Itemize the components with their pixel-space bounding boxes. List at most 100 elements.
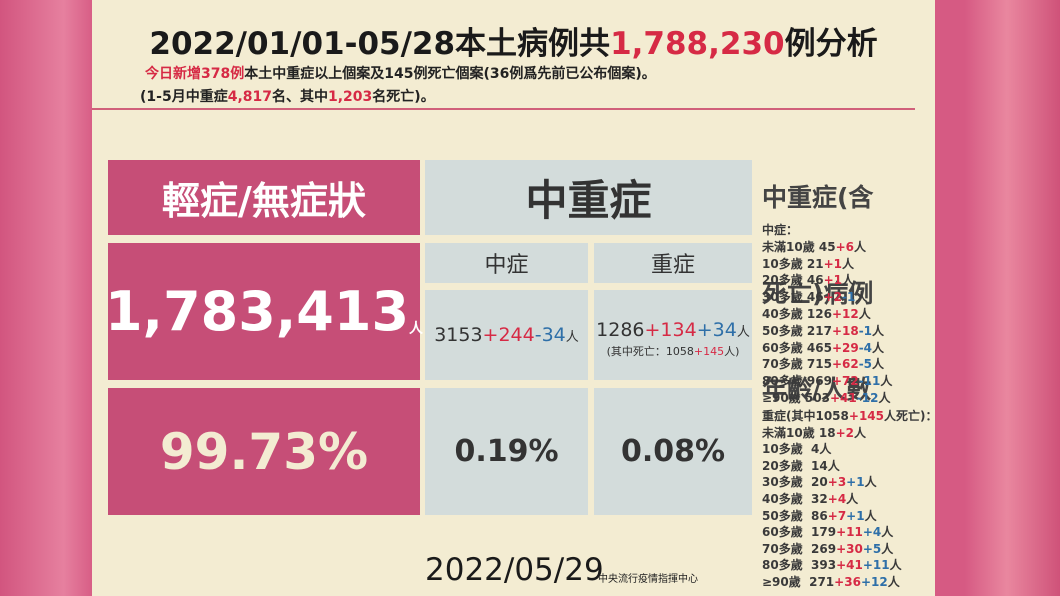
list-row: 70多歲 269+30+5人 — [762, 541, 938, 558]
list-row: 20多歲 14人 — [762, 458, 938, 475]
text-segment: 人 — [841, 256, 854, 271]
text-segment: -12 — [856, 390, 879, 405]
text-segment: -1 — [858, 323, 873, 338]
text-segment: +30 — [836, 541, 863, 556]
text-segment: +145 — [848, 409, 884, 423]
list-row: ≥90歲 503+41-12人 — [762, 390, 892, 407]
text-segment: +29 — [831, 340, 859, 355]
side-heading-line: 死亡)病例 — [762, 279, 874, 308]
text-segment: +34 — [696, 319, 737, 341]
footer-date: 2022/05/29 — [425, 552, 604, 588]
text-segment: 60多歲 465 — [762, 340, 832, 355]
subtitle-line: (1-5月中重症4,817名、其中1,203名死亡)。 — [140, 86, 435, 106]
critical-count-cell: 1286+134+34人 (其中死亡：1058+145人) — [594, 290, 752, 380]
text-segment: +12 — [831, 306, 859, 321]
text-segment: 80多歲 969 — [762, 374, 832, 389]
list-row: 80多歲 969+72-11人 — [762, 373, 892, 390]
list-row: 30多歲 20+3+1人 — [762, 474, 938, 491]
moderate-list: 中症： 未滿10歲 45+6人 10多歲 21+1人 20多歲 46+1人 30多歲 4… — [762, 222, 892, 407]
text-segment: +72 — [831, 374, 859, 389]
text-segment: 40多歲 32 — [762, 491, 828, 506]
list-row: 10多歲 4人 — [762, 441, 938, 458]
text-segment: 人 — [864, 508, 877, 523]
list-row: 10多歲 21+1人 — [762, 256, 892, 273]
text-segment: +36 — [834, 574, 861, 589]
mild-count: 1,783,413 — [104, 280, 410, 343]
text-segment: 中症： — [762, 223, 799, 237]
list-row: 50多歲 86+7+1人 — [762, 508, 938, 525]
critical-note: (其中死亡：1058+145人) — [607, 343, 740, 359]
critical-pct: 0.08% — [594, 388, 752, 515]
text-segment: 10多歲 21 — [762, 256, 824, 271]
text-segment: +6 — [835, 239, 854, 254]
text-segment: 70多歲 269 — [762, 541, 837, 556]
text-segment: +3 — [827, 475, 847, 490]
text-segment: +62 — [831, 357, 859, 372]
text-segment: 2022/01/01-05/28本土病例共 — [149, 26, 611, 62]
text-segment: -5 — [858, 357, 873, 372]
text-segment: +18 — [831, 323, 859, 338]
text-segment: -34 — [534, 324, 566, 346]
list-row: 40多歲 126+12人 — [762, 306, 892, 323]
text-segment: 人 — [846, 491, 859, 506]
text-segment: +11 — [862, 558, 890, 573]
text-segment: +11 — [836, 525, 863, 540]
text-segment: 重症(其中1058 — [762, 409, 849, 423]
text-segment: 人 — [864, 475, 877, 490]
divider — [92, 108, 915, 110]
text-segment: 今日新增378例 — [145, 66, 245, 82]
text-segment: 80多歲 393 — [762, 558, 837, 573]
side-heading-line: 中重症(含 — [762, 183, 874, 212]
side-heading: 中重症(含 死亡)病例 年齡/人數 — [762, 118, 873, 438]
text-segment: +41 — [829, 390, 857, 405]
list-row: 50多歲 217+18-1人 — [762, 323, 892, 340]
list-row: ≥90歲 271+36+12人 — [762, 574, 938, 591]
text-segment: 20多歲 14人 — [762, 458, 840, 473]
text-segment: 1,788,230 — [610, 26, 785, 62]
mild-pct: 99.73% — [108, 388, 420, 515]
text-segment: -11 — [858, 374, 881, 389]
critical-count: 1286+134+34人 — [596, 319, 750, 341]
text-segment: 人 — [853, 425, 866, 440]
list-row: 60多歲 465+29-4人 — [762, 340, 892, 357]
text-segment: 1286 — [596, 319, 645, 341]
list-row: 20多歲 46+1人 — [762, 272, 892, 289]
text-segment: 人 — [881, 541, 894, 556]
text-segment: +134 — [644, 319, 697, 341]
text-segment: 30多歲 46 — [762, 290, 824, 305]
text-segment: +7 — [827, 508, 847, 523]
text-segment: 10多歲 4人 — [762, 442, 832, 457]
text-segment: ≥90歲 503 — [762, 390, 830, 405]
text-segment: 人 — [853, 239, 866, 254]
text-segment: 70多歲 715 — [762, 357, 832, 372]
list-row: 60多歲 179+11+4人 — [762, 524, 938, 541]
text-segment: +4 — [862, 525, 882, 540]
text-segment: +1 — [823, 256, 842, 271]
side-heading-line: 年齡/人數 — [762, 375, 872, 404]
text-segment: +145 — [693, 345, 725, 358]
list-row: 未滿10歲 18+2人 — [762, 425, 938, 442]
list-row: 未滿10歲 45+6人 — [762, 239, 892, 256]
text-segment: (其中死亡：1058 — [606, 345, 694, 358]
text-segment: 人 — [872, 323, 885, 338]
text-segment: -4 — [858, 340, 873, 355]
text-segment: 人 — [858, 306, 871, 321]
title: 2022/01/01-05/28本土病例共1,788,230例分析 — [92, 18, 935, 63]
text-segment: 人 — [872, 340, 885, 355]
text-segment: +12 — [860, 574, 888, 589]
text-segment: 名死亡)。 — [372, 89, 435, 105]
text-segment: 人 — [880, 374, 893, 389]
text-segment: +2 — [823, 290, 842, 305]
text-segment: ≥90歲 271 — [762, 574, 835, 589]
text-segment: 人 — [565, 329, 579, 345]
mild-unit: 人 — [409, 321, 424, 337]
list-row: 80多歲 393+41+11人 — [762, 557, 938, 574]
critical-sub: 重症 — [594, 243, 752, 283]
text-segment: +5 — [862, 541, 882, 556]
text-segment: +2 — [835, 425, 854, 440]
text-segment: +1 — [846, 508, 865, 523]
text-segment: 人 — [887, 574, 900, 589]
text-segment: (1-5月中重症 — [140, 89, 228, 105]
text-segment: 未滿10歲 45 — [762, 239, 836, 254]
